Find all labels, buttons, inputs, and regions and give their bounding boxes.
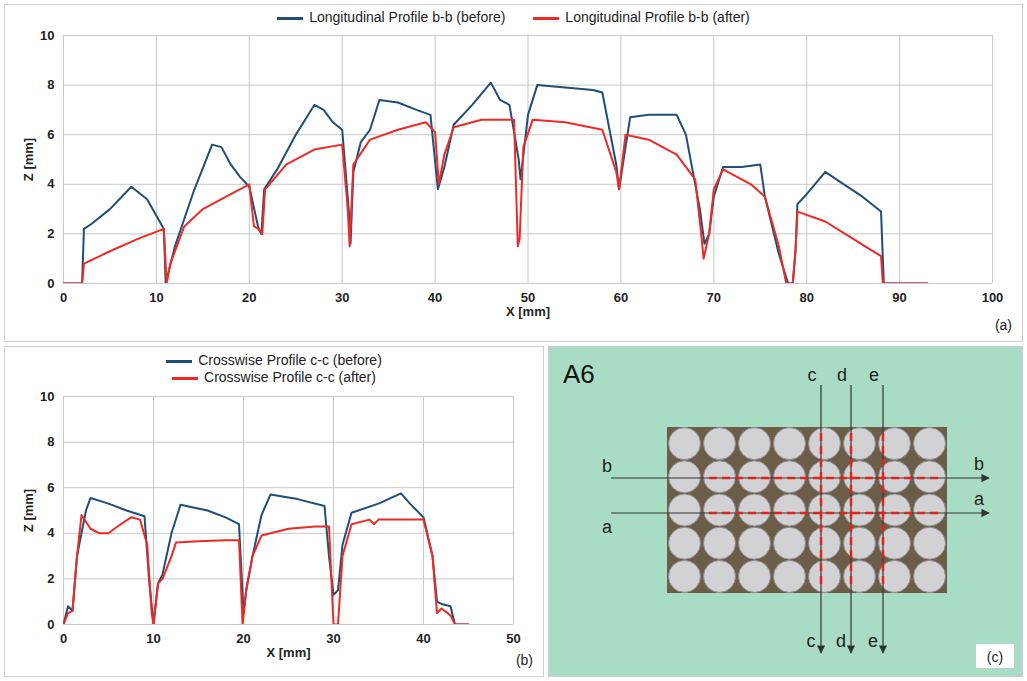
svg-text:90: 90 <box>892 290 906 305</box>
html-text:Longitudinal Profile b-b (afte: Longitudinal Profile b-b (after) <box>565 9 750 25</box>
svg-text:30: 30 <box>335 290 349 305</box>
svg-text:X [mm]: X [mm] <box>506 304 550 319</box>
html-text:(a): (a) <box>994 317 1012 333</box>
html-text:Crosswise Profile c-c (before): Crosswise Profile c-c (before) <box>198 352 382 368</box>
svg-text:X [mm]: X [mm] <box>266 645 310 660</box>
svg-text:0: 0 <box>60 631 67 646</box>
html-text:(b): (b) <box>515 652 533 668</box>
svg-text:2: 2 <box>47 226 54 241</box>
svg-text:70: 70 <box>707 290 721 305</box>
svg-text:c: c <box>807 631 816 651</box>
svg-text:30: 30 <box>326 631 340 646</box>
svg-text:0: 0 <box>60 290 67 305</box>
svg-text:A6: A6 <box>563 359 595 389</box>
svg-text:10: 10 <box>149 290 163 305</box>
svg-text:40: 40 <box>428 290 442 305</box>
svg-text:100: 100 <box>982 290 1004 305</box>
svg-text:(c): (c) <box>987 649 1003 665</box>
svg-text:a: a <box>602 517 613 537</box>
svg-text:0: 0 <box>47 617 54 632</box>
svg-text:6: 6 <box>47 480 54 495</box>
svg-text:0: 0 <box>47 276 54 291</box>
svg-text:8: 8 <box>47 434 54 449</box>
svg-text:b: b <box>602 456 612 476</box>
svg-text:8: 8 <box>47 77 54 92</box>
svg-text:80: 80 <box>799 290 813 305</box>
svg-text:50: 50 <box>506 631 520 646</box>
svg-text:6: 6 <box>47 127 54 142</box>
svg-text:4: 4 <box>47 525 55 540</box>
svg-text:b: b <box>974 454 984 474</box>
svg-text:20: 20 <box>236 631 250 646</box>
svg-text:c: c <box>808 365 817 385</box>
svg-text:10: 10 <box>40 28 54 43</box>
svg-text:a: a <box>974 489 985 509</box>
svg-text:2: 2 <box>47 571 54 586</box>
html-text:Longitudinal Profile b-b (befo: Longitudinal Profile b-b (before) <box>309 9 506 25</box>
svg-text:Z [mm]: Z [mm] <box>21 489 36 532</box>
svg-text:Z [mm]: Z [mm] <box>21 138 36 181</box>
svg-text:10: 10 <box>40 389 54 404</box>
svg-text:d: d <box>836 631 846 651</box>
svg-text:50: 50 <box>521 290 535 305</box>
svg-text:60: 60 <box>614 290 628 305</box>
html-text:Crosswise Profile c-c (after): Crosswise Profile c-c (after) <box>204 369 376 385</box>
svg-text:20: 20 <box>242 290 256 305</box>
svg-text:e: e <box>869 365 879 385</box>
svg-text:40: 40 <box>416 631 430 646</box>
svg-text:d: d <box>837 365 847 385</box>
svg-text:4: 4 <box>47 176 55 191</box>
svg-text:10: 10 <box>146 631 160 646</box>
svg-text:e: e <box>868 631 878 651</box>
